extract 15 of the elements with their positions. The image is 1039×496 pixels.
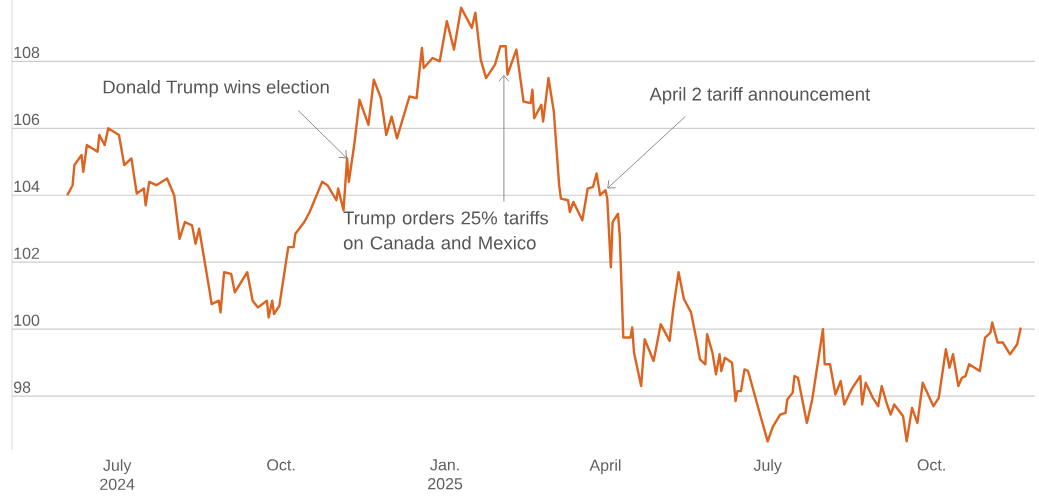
annotation: April 2 tariff announcement xyxy=(649,87,871,105)
annotation: Donald Trump wins election xyxy=(103,79,329,98)
y-tick-label: 108 xyxy=(14,46,40,59)
y-tick-label: 104 xyxy=(14,180,40,193)
y-tick-label: 98 xyxy=(13,381,31,393)
x-tick-label: July 2024 xyxy=(100,459,135,490)
x-tick-label: Oct. xyxy=(267,459,295,471)
y-tick-label: 106 xyxy=(14,113,40,126)
y-tick-label: 100 xyxy=(14,314,40,326)
annotation: Trump orders 25% tariffs on Canada and Mexico xyxy=(343,210,549,250)
x-tick-label: July xyxy=(753,459,782,475)
x-tick-label: April xyxy=(589,459,621,475)
y-tick-label: 102 xyxy=(14,247,40,259)
x-tick-label: Oct. xyxy=(917,459,945,471)
x-tick-label: Jan. 2025 xyxy=(428,459,463,490)
